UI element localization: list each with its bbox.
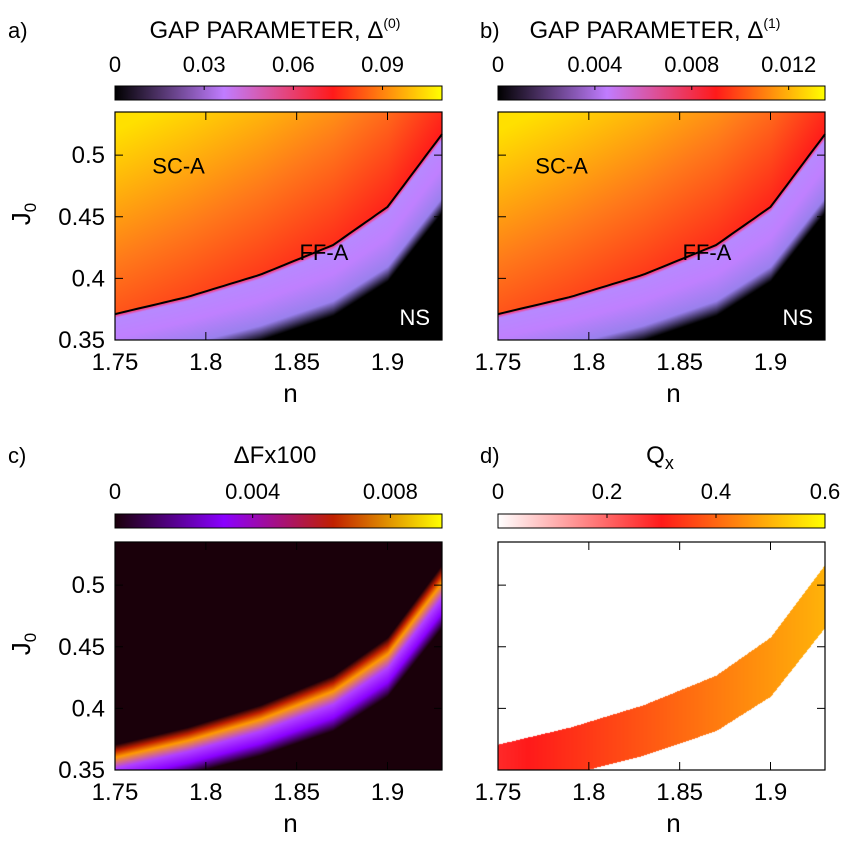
panel-label: d): [480, 443, 500, 468]
heatmap-field: [498, 112, 825, 340]
x-tick-label: 1.8: [189, 349, 222, 376]
colorbar-tick-label: 0: [109, 479, 121, 504]
phase-boundary-line: [114, 133, 443, 316]
x-axis-label: n: [666, 378, 680, 408]
colorbar: [497, 513, 826, 529]
panel-b: b) GAP PARAMETER, Δ(1) 0 0.004 0.008 0.012 1.7…: [475, 15, 826, 408]
x-tick-label: 1.85: [656, 349, 703, 376]
colorbar-tick-label: 0: [492, 479, 504, 504]
heatmap-field: [498, 542, 825, 770]
panel-d: d) Qx 0 0.2 0.4 0.6 1.75 1.8 1.85 1.9 n: [475, 442, 841, 838]
y-axis-label: J0: [6, 203, 40, 225]
plot-frame: [497, 111, 826, 341]
y-axis-label: J0: [6, 633, 40, 655]
panel-label: a): [8, 18, 28, 43]
colorbar-tick-label: 0.008: [363, 479, 418, 504]
colorbar-tick-label: 0.09: [361, 52, 404, 77]
colorbar-tick-label: 0.008: [664, 52, 719, 77]
panel-a: a) GAP PARAMETER, Δ(0) 0 0.03 0.06 0.09 1.75 1.…: [6, 15, 443, 408]
x-tick-label: 1.85: [273, 349, 320, 376]
panel-label: b): [480, 18, 500, 43]
x-axis-label: n: [283, 378, 297, 408]
x-tick-label: 1.8: [189, 779, 222, 806]
colorbar-tick-label: 0.06: [272, 52, 315, 77]
phase-annotation: SC-A: [535, 154, 588, 179]
x-tick-label: 1.9: [371, 349, 404, 376]
colorbar-tick-label: 0.4: [701, 479, 732, 504]
x-tick-label: 1.8: [572, 779, 605, 806]
x-tick-label: 1.9: [371, 779, 404, 806]
colorbar-tick-label: 0.004: [225, 479, 280, 504]
y-tick-label: 0.35: [58, 327, 105, 354]
colorbar-tick-label: 0.012: [761, 52, 816, 77]
phase-annotation: SC-A: [152, 154, 205, 179]
colorbar-tick-label: 0.03: [183, 52, 226, 77]
plot-frame: [114, 541, 443, 771]
x-tick-label: 1.9: [754, 349, 787, 376]
heatmap-field: [115, 542, 442, 770]
colorbar-tick-label: 0.004: [567, 52, 622, 77]
y-tick-label: 0.4: [72, 265, 105, 292]
x-tick-label: 1.8: [572, 349, 605, 376]
colorbar-tick-label: 0.6: [810, 479, 841, 504]
x-axis-label: n: [666, 808, 680, 838]
heatmap-field: [115, 112, 442, 340]
colorbar: [114, 513, 443, 529]
x-tick-label: 1.75: [475, 349, 522, 376]
phase-annotation: FF-A: [299, 240, 348, 265]
panel-label: c): [8, 443, 26, 468]
colorbar-tick-label: 0.2: [592, 479, 623, 504]
colorbar: [114, 85, 443, 101]
phase-annotation: FF-A: [682, 240, 731, 265]
colorbar-title: ΔFx100: [234, 442, 317, 469]
plot-frame: [497, 541, 826, 771]
plot-frame: [114, 111, 443, 341]
x-tick-label: 1.9: [754, 779, 787, 806]
x-tick-label: 1.75: [92, 779, 139, 806]
y-tick-label: 0.5: [72, 142, 105, 169]
colorbar-tick-label: 0: [492, 52, 504, 77]
colorbar: [497, 85, 826, 101]
x-axis-label: n: [283, 808, 297, 838]
y-tick-label: 0.4: [72, 695, 105, 722]
phase-annotation: NS: [399, 305, 430, 330]
colorbar-title: Qx: [646, 442, 674, 473]
y-tick-label: 0.45: [58, 204, 105, 231]
y-tick-label: 0.5: [72, 572, 105, 599]
x-tick-label: 1.75: [92, 349, 139, 376]
panel-c: c) ΔFx100 0 0.004 0.008 1.75 1.8 1.85 1.9 n 0.35 0.…: [6, 442, 443, 838]
colorbar-tick-label: 0: [109, 52, 121, 77]
y-tick-label: 0.35: [58, 757, 105, 784]
y-tick-label: 0.45: [58, 634, 105, 661]
colorbar-title: GAP PARAMETER, Δ(1): [530, 15, 781, 44]
x-tick-label: 1.85: [656, 779, 703, 806]
x-tick-label: 1.85: [273, 779, 320, 806]
colorbar-title: GAP PARAMETER, Δ(0): [150, 15, 401, 44]
phase-boundary-line: [497, 133, 826, 316]
x-tick-label: 1.75: [475, 779, 522, 806]
phase-annotation: NS: [782, 305, 813, 330]
